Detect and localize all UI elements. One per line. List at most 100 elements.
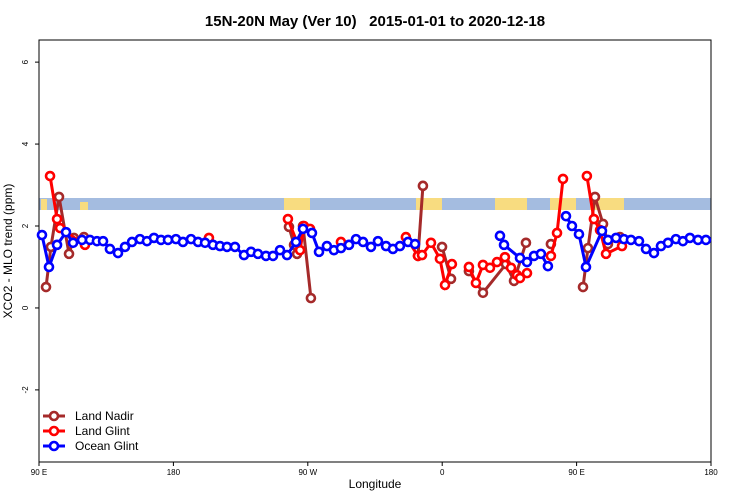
- point: [640, 243, 652, 255]
- point: [545, 250, 557, 262]
- point: [520, 237, 532, 249]
- point: [484, 262, 496, 274]
- point: [662, 237, 674, 249]
- point: [294, 244, 306, 256]
- point: [229, 241, 241, 253]
- y-tick-label: 4: [21, 141, 30, 146]
- point: [51, 213, 63, 225]
- point: [104, 243, 116, 255]
- point: [436, 241, 448, 253]
- point: [252, 248, 264, 260]
- point: [648, 247, 660, 259]
- point: [67, 237, 79, 249]
- chart-title: 15N-20N May (Ver 10) 2015-01-01 to 2020-…: [205, 13, 545, 30]
- land-patch: [284, 198, 310, 210]
- point: [409, 238, 421, 250]
- point: [434, 253, 446, 265]
- point: [684, 232, 696, 244]
- point: [573, 228, 585, 240]
- point: [60, 226, 72, 238]
- point: [417, 180, 429, 192]
- point: [521, 267, 533, 279]
- land-mask-band: [39, 198, 711, 210]
- point: [499, 251, 511, 263]
- point: [494, 230, 506, 242]
- point: [580, 261, 592, 273]
- point: [281, 249, 293, 261]
- point: [112, 247, 124, 259]
- x-tick-label: 90 W: [298, 468, 317, 477]
- y-tick-label: 2: [21, 223, 30, 228]
- point: [633, 235, 645, 247]
- point: [491, 256, 503, 268]
- point: [581, 170, 593, 182]
- land-patch: [41, 199, 47, 210]
- series: [36, 210, 712, 273]
- point: [425, 237, 437, 249]
- x-tick-label: 0: [440, 468, 445, 477]
- point: [416, 249, 428, 261]
- point: [365, 241, 377, 253]
- legend-marker: [48, 440, 60, 452]
- point: [700, 234, 712, 246]
- point: [290, 236, 302, 248]
- y-tick-label: -2: [21, 386, 30, 394]
- point: [36, 229, 48, 241]
- point: [625, 234, 637, 246]
- point: [119, 241, 131, 253]
- point: [588, 213, 600, 225]
- point: [557, 173, 569, 185]
- point: [582, 242, 594, 254]
- point: [577, 281, 589, 293]
- land-patch: [80, 202, 88, 210]
- x-tick-label: 180: [704, 468, 718, 477]
- point: [394, 240, 406, 252]
- y-axis-label: XCO2 - MLO trend (ppm): [1, 184, 15, 319]
- legend-label: Ocean Glint: [75, 439, 139, 453]
- point: [63, 248, 75, 260]
- point: [357, 236, 369, 248]
- x-axis-label: Longitude: [349, 477, 402, 491]
- x-tick-label: 90 E: [31, 468, 47, 477]
- point: [498, 239, 510, 251]
- point: [53, 191, 65, 203]
- point: [282, 213, 294, 225]
- point: [439, 279, 451, 291]
- legend-label: Land Nadir: [75, 409, 134, 423]
- land-patch: [495, 198, 527, 210]
- point: [267, 250, 279, 262]
- point: [514, 272, 526, 284]
- point: [51, 239, 63, 251]
- point: [97, 235, 109, 247]
- point: [446, 258, 458, 270]
- point: [306, 227, 318, 239]
- legend-marker: [48, 425, 60, 437]
- point: [542, 260, 554, 272]
- point: [313, 246, 325, 258]
- y-tick-label: 0: [21, 305, 30, 310]
- point: [343, 239, 355, 251]
- point: [560, 210, 572, 222]
- plot-frame: [38, 39, 712, 463]
- point: [551, 227, 563, 239]
- x-tick-label: 180: [167, 468, 181, 477]
- point: [477, 287, 489, 299]
- y-tick-label: 6: [21, 59, 30, 64]
- point: [470, 277, 482, 289]
- point: [596, 225, 608, 237]
- legend-label: Land Glint: [75, 424, 130, 438]
- legend-marker: [48, 410, 60, 422]
- point: [535, 248, 547, 260]
- point: [44, 170, 56, 182]
- point: [521, 256, 533, 268]
- point: [505, 262, 517, 274]
- point: [600, 248, 612, 260]
- point: [566, 220, 578, 232]
- point: [305, 292, 317, 304]
- point: [43, 261, 55, 273]
- point: [372, 235, 384, 247]
- ocean-strip: [39, 198, 711, 210]
- point: [463, 261, 475, 273]
